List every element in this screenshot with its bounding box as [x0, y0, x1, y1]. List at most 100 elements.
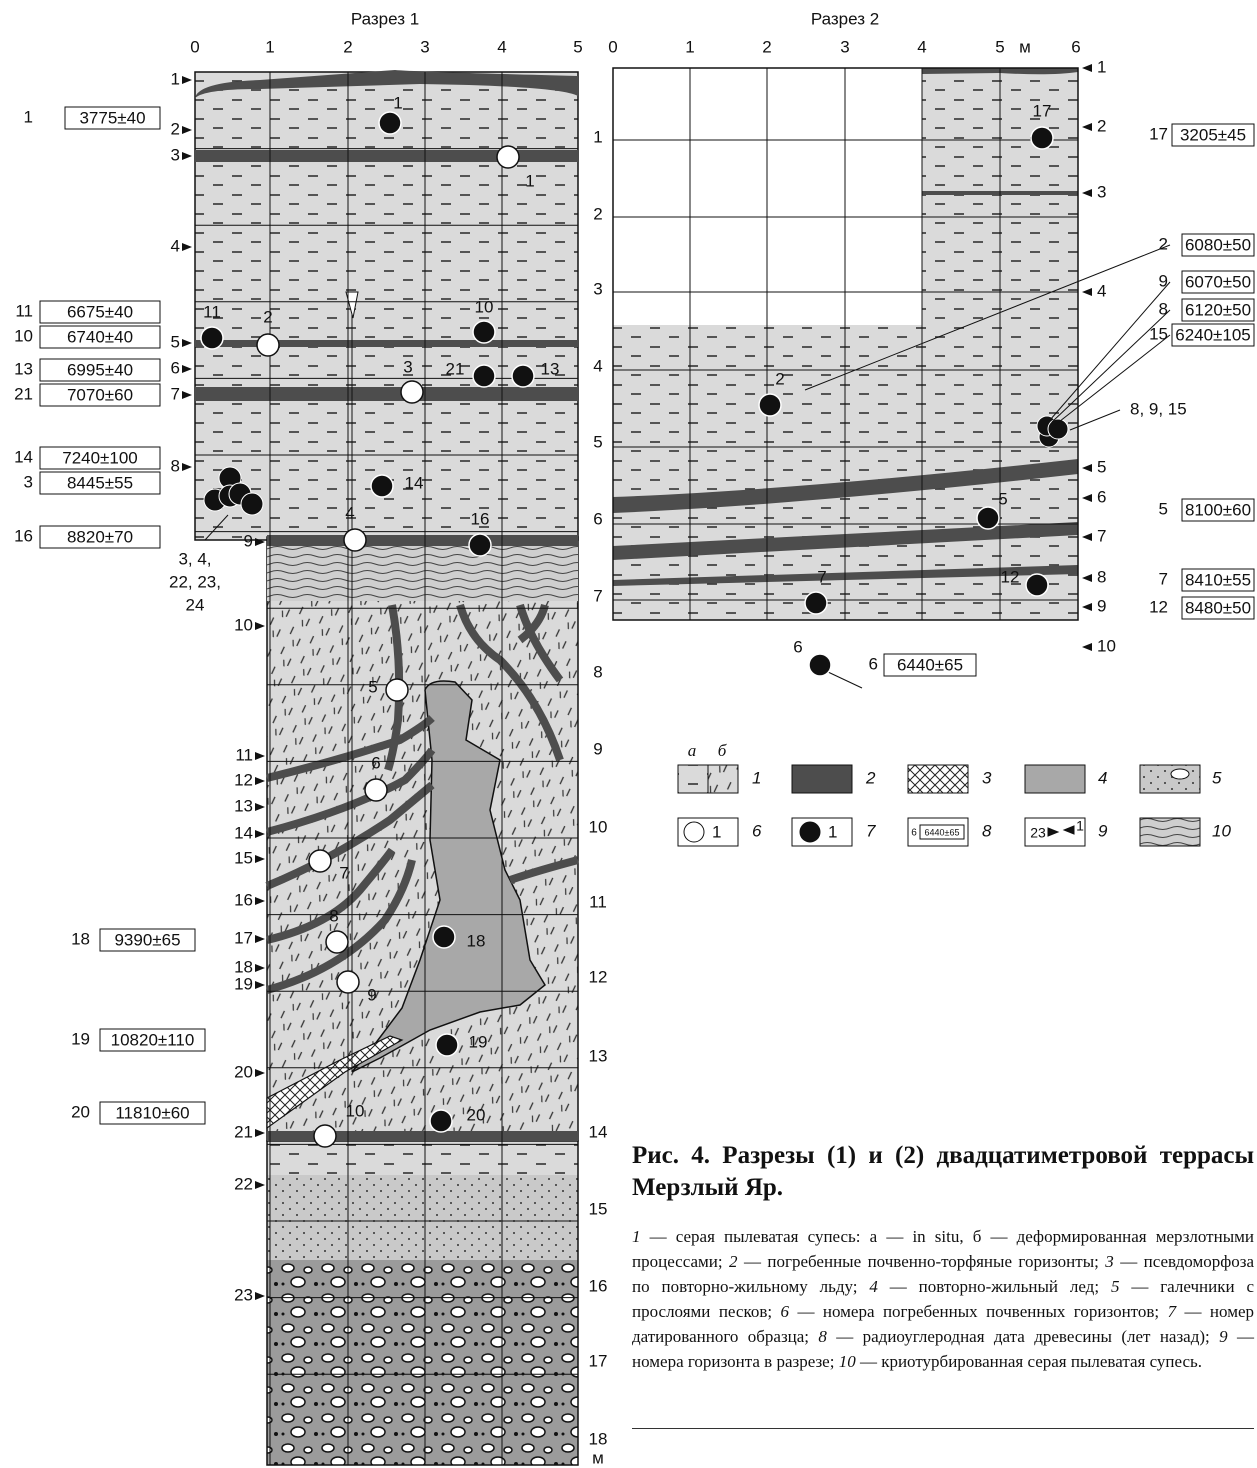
soil-horizon-marker	[337, 971, 359, 993]
date-sample-label: 17	[1149, 124, 1168, 143]
horizon-arrow	[255, 964, 265, 972]
horizon-label: 14	[234, 823, 253, 842]
horizon-label: 7	[1097, 526, 1106, 545]
depth-tick-label: 10	[589, 817, 608, 836]
soil-horizon-label: 8	[329, 906, 338, 925]
legend-label: 3	[982, 768, 992, 787]
horizon-arrow	[255, 622, 265, 630]
date-sample-label: 1	[24, 107, 33, 126]
sample-label: 7	[817, 567, 826, 586]
horizon-label: 9	[244, 531, 253, 550]
cluster-note: 24	[186, 595, 205, 614]
date-label: 6995±40	[67, 360, 133, 379]
sample-label: 5	[998, 489, 1007, 508]
legend-label: 10	[1212, 821, 1231, 840]
x-tick-label: 2	[762, 37, 771, 56]
sample-label: 12	[1001, 567, 1020, 586]
horizon-label: 9	[1097, 596, 1106, 615]
depth-tick-label: 3	[593, 279, 602, 298]
date-sample-label: 6	[869, 654, 878, 673]
date-label: 6120±50	[1185, 300, 1251, 319]
date-sample-label: 2	[1159, 234, 1168, 253]
horizon-label: 2	[171, 119, 180, 138]
legend-swatch	[792, 765, 852, 793]
x-tick-label: 4	[497, 37, 506, 56]
soil-horizon-marker	[344, 529, 366, 551]
legend-label: 4	[1098, 768, 1107, 787]
sample-label: 1	[393, 93, 402, 112]
soil-horizon-marker	[386, 679, 408, 701]
sample-marker	[805, 592, 827, 614]
legend-swatch	[908, 765, 968, 793]
soil-layer	[195, 340, 578, 347]
depth-tick-label: 18	[589, 1429, 608, 1448]
page-body: Разрез 101234512345678910111213141516171…	[0, 0, 1257, 1468]
legend-swatch	[1140, 818, 1200, 846]
legend-soil-circle	[684, 822, 704, 842]
date-sample-label: 3	[24, 472, 33, 491]
depth-tick-label: 4	[593, 356, 602, 375]
horizon-arrow	[255, 855, 265, 863]
date-sample-label: 18	[71, 929, 90, 948]
date-sample-label: 5	[1159, 499, 1168, 518]
caption-item-number: 3	[1105, 1252, 1114, 1271]
date-sample-label: 10	[14, 326, 33, 345]
depth-tick-label: 8	[593, 662, 602, 681]
caption-item-number: 2	[729, 1252, 738, 1271]
depth-unit: м	[592, 1448, 604, 1467]
date-label: 6240±105	[1175, 325, 1251, 344]
soil-horizon-label: 5	[368, 677, 377, 696]
x-tick-label: 5	[995, 37, 1004, 56]
x-tick-label: 4	[917, 37, 926, 56]
sample-label: 2	[775, 369, 784, 388]
x-tick-label: 3	[840, 37, 849, 56]
horizon-label: 20	[234, 1062, 253, 1081]
date-label: 11810±60	[115, 1103, 189, 1122]
horizon-label: 17	[234, 928, 253, 947]
horizon-arrow	[255, 981, 265, 989]
date-label: 8445±55	[67, 473, 133, 492]
date-sample-label: 13	[14, 359, 33, 378]
horizon-arrow	[255, 752, 265, 760]
sample-marker	[977, 507, 999, 529]
date-sample-label: 21	[14, 384, 33, 403]
horizon-arrow	[255, 1292, 265, 1300]
depth-tick-label: 16	[589, 1276, 608, 1295]
horizon-arrow	[1082, 189, 1092, 197]
cryoturbated-layer	[267, 546, 578, 601]
date-label: 6070±50	[1185, 272, 1251, 291]
gravel-layer	[267, 1260, 578, 1465]
horizon-arrow	[182, 463, 192, 471]
date-label: 8480±50	[1185, 598, 1251, 617]
horizon-label: 21	[234, 1122, 253, 1141]
legend-example: 1	[712, 822, 721, 841]
cluster-note: 3, 4,	[178, 549, 211, 568]
soil-horizon-marker	[401, 381, 423, 403]
legend-example: 23	[1030, 825, 1046, 841]
depth-tick-label: 17	[589, 1351, 608, 1370]
sample-marker	[371, 475, 393, 497]
horizon-label: 22	[234, 1174, 253, 1193]
sample-marker	[430, 1110, 452, 1132]
date-label: 7240±100	[62, 448, 138, 467]
depth-tick-label: 7	[593, 586, 602, 605]
legend-swatch	[1140, 765, 1200, 793]
caption-title: Рис. 4. Разрезы (1) и (2) двадцатиметров…	[632, 1140, 1254, 1204]
x-tick-label: 2	[343, 37, 352, 56]
caption-item-number: 10	[839, 1352, 856, 1371]
horizon-arrow	[255, 897, 265, 905]
x-tick-label: 0	[608, 37, 617, 56]
horizon-arrow	[182, 365, 192, 373]
sample-label: 16	[471, 509, 490, 528]
x-tick-label: 3	[420, 37, 429, 56]
soil-horizon-marker	[365, 779, 387, 801]
x-tick-label: 1	[685, 37, 694, 56]
legend-sublabel: б	[718, 741, 727, 760]
soil-horizon-label: 6	[371, 753, 380, 772]
horizon-label: 13	[234, 796, 253, 815]
horizon-label: 10	[1097, 636, 1116, 655]
sample-marker	[759, 394, 781, 416]
soil-horizon-marker	[257, 334, 279, 356]
depth-tick-label: 9	[593, 739, 602, 758]
date-sample-label: 14	[14, 447, 33, 466]
